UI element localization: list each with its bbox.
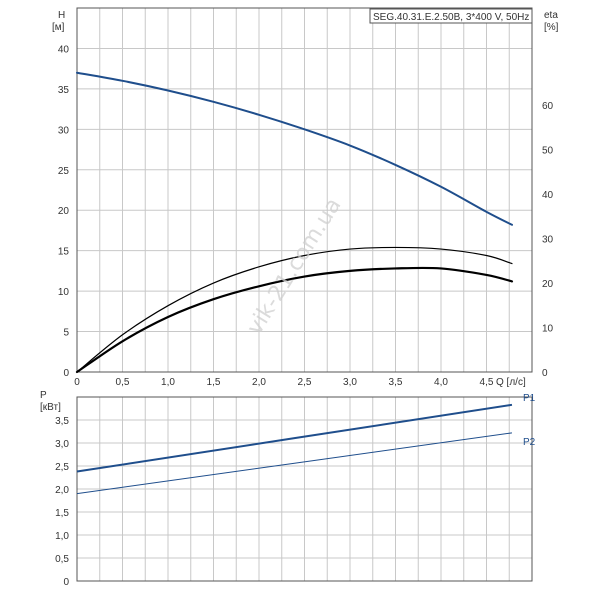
q-tick-label: 3,5 xyxy=(389,377,403,388)
h-axis-title: H xyxy=(58,10,65,21)
h-tick-label: 0 xyxy=(63,368,69,379)
bottom-chart-tick-labels: 0 0,5 1,0 1,5 2,0 2,5 3,0 3,5 xyxy=(55,416,69,588)
eta-tick-label: 10 xyxy=(542,324,554,335)
p-tick-label: 1,0 xyxy=(55,531,69,542)
q-tick-label: 1,0 xyxy=(161,377,175,388)
h-axis-unit: [м] xyxy=(52,22,65,33)
bottom-chart-series: P1 P2 xyxy=(76,393,536,495)
top-chart-series xyxy=(75,71,514,374)
p-axis-unit: [кВт] xyxy=(40,402,61,413)
top-chart-tick-labels: 0 0,5 1,0 1,5 2,0 2,5 3,0 3,5 4,0 4,5 0 5 10 15 20 25 30… xyxy=(58,44,554,388)
eta-axis-unit: [%] xyxy=(544,22,559,33)
bottom-plot-frame xyxy=(76,396,533,582)
h-tick-label: 35 xyxy=(58,85,70,96)
p-axis-title: P xyxy=(40,390,47,401)
eta-tick-label: 30 xyxy=(542,235,554,246)
power-series-label-p1: P1 xyxy=(523,393,536,404)
eta-tick-label: 50 xyxy=(542,146,554,157)
h-tick-label: 15 xyxy=(58,247,70,258)
bottom-chart-grid xyxy=(77,397,532,581)
eta-tick-label: 20 xyxy=(542,279,554,290)
eta-tick-label: 40 xyxy=(542,190,554,201)
top-series-line-2 xyxy=(75,266,514,374)
q-axis-title: Q [л/с] xyxy=(496,377,526,388)
top-series-line-0 xyxy=(76,71,513,226)
power-line-p1 xyxy=(76,403,513,473)
q-tick-label: 4,5 xyxy=(480,377,494,388)
q-tick-label: 3,0 xyxy=(343,377,357,388)
h-tick-label: 5 xyxy=(63,328,69,339)
h-tick-label: 10 xyxy=(58,287,70,298)
q-tick-label: 0 xyxy=(74,377,80,388)
model-label-frame xyxy=(369,8,533,24)
q-tick-label: 4,0 xyxy=(434,377,448,388)
p-tick-label: 0,5 xyxy=(55,554,69,565)
eta-tick-label: 0 xyxy=(542,368,548,379)
h-tick-label: 30 xyxy=(58,125,70,136)
model-label-box: SEG.40.31.E.2.50B, 3*400 V, 50Hz xyxy=(369,8,533,24)
p-tick-label: 2,0 xyxy=(55,485,69,496)
p-tick-label: 0 xyxy=(63,577,69,588)
q-tick-label: 0,5 xyxy=(116,377,130,388)
top-chart-grid xyxy=(77,8,532,372)
q-tick-label: 2,5 xyxy=(298,377,312,388)
h-tick-label: 40 xyxy=(58,44,70,55)
h-tick-label: 20 xyxy=(58,206,70,217)
p-tick-label: 1,5 xyxy=(55,508,69,519)
power-series-label-p2: P2 xyxy=(523,437,536,448)
eta-tick-label: 60 xyxy=(542,101,554,112)
eta-axis-title: eta xyxy=(544,10,558,21)
top-plot-frame xyxy=(76,7,533,373)
h-tick-label: 25 xyxy=(58,166,70,177)
q-tick-label: 1,5 xyxy=(207,377,221,388)
top-series-line-1 xyxy=(76,246,513,373)
model-label: SEG.40.31.E.2.50B, 3*400 V, 50Hz xyxy=(373,12,529,23)
q-tick-label: 2,0 xyxy=(252,377,266,388)
power-line-p2 xyxy=(76,432,513,495)
p-tick-label: 3,5 xyxy=(55,416,69,427)
p-tick-label: 3,0 xyxy=(55,439,69,450)
p-tick-label: 2,5 xyxy=(55,462,69,473)
